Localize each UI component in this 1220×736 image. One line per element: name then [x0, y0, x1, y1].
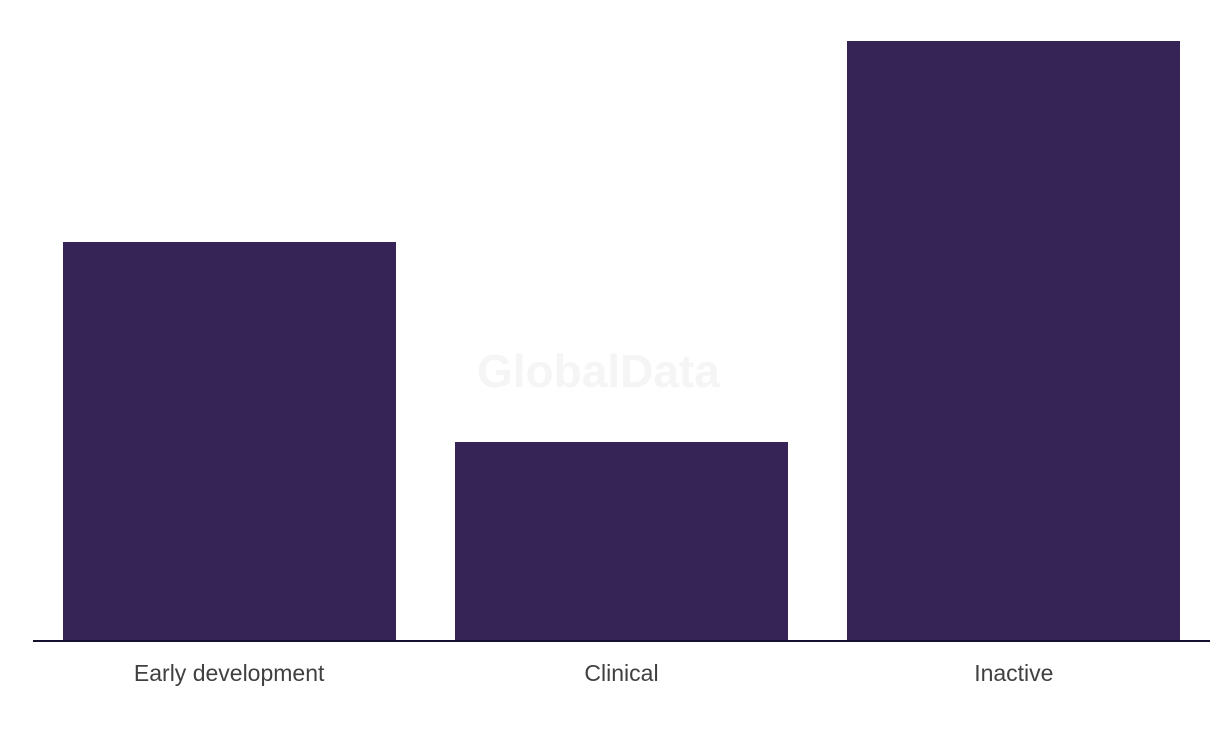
category-label: Inactive: [974, 660, 1054, 686]
bar-early-development: [62, 242, 396, 640]
bar-clinical: [455, 441, 788, 640]
category-label: Early development: [133, 660, 325, 686]
category-label: Clinical: [584, 660, 659, 686]
plot-area: [33, 0, 1210, 640]
x-axis-labels: Early development Clinical Inactive: [33, 660, 1210, 690]
globaldata-watermark: GlobalData: [477, 345, 720, 397]
bar-inactive: [847, 41, 1181, 640]
x-axis-line: [33, 640, 1210, 642]
